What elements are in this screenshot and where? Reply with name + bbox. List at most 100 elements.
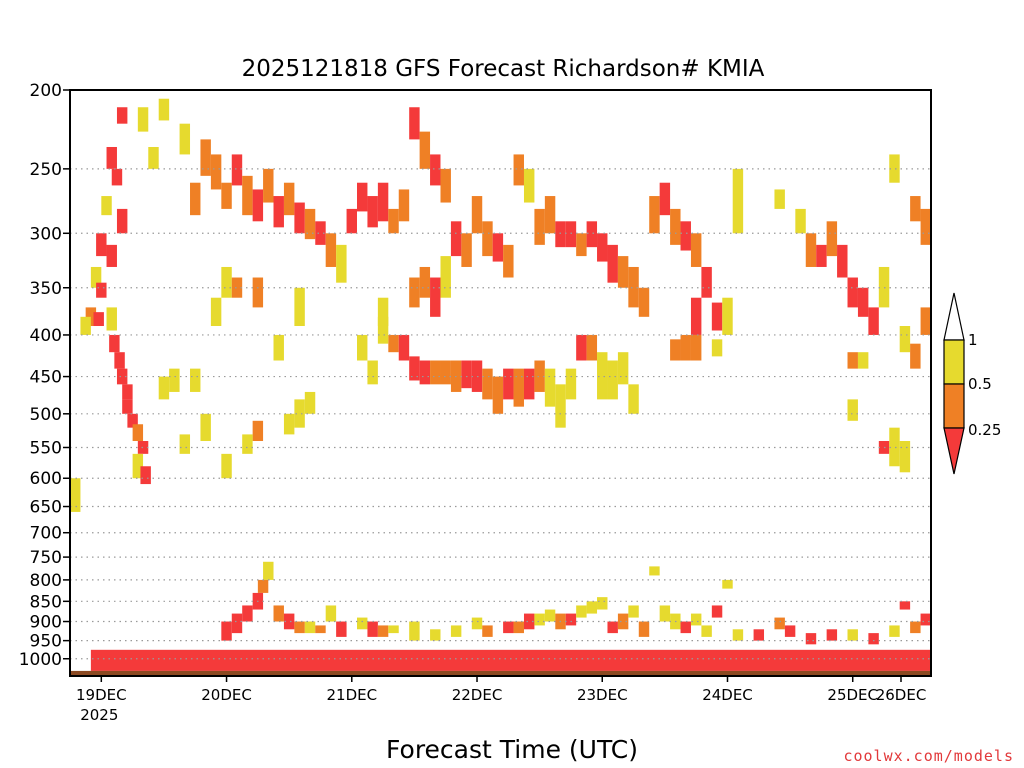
heatmap-cell <box>847 629 858 641</box>
heatmap-cell <box>597 233 608 262</box>
heatmap-cell <box>555 384 566 428</box>
heatmap-cell <box>597 352 608 400</box>
x-tick-year: 2025 <box>80 706 118 724</box>
heatmap-cell <box>576 605 587 618</box>
y-tick-label: 850 <box>30 592 62 612</box>
heatmap-cell <box>701 266 712 298</box>
heatmap-cell <box>649 566 660 576</box>
heatmap-cell <box>544 368 556 407</box>
heatmap-cell <box>847 277 858 308</box>
heatmap-cell <box>701 625 712 637</box>
heatmap-cell <box>576 233 587 257</box>
heatmap-cell <box>294 399 305 428</box>
heatmap-cell <box>90 266 102 288</box>
y-tick-label: 900 <box>30 613 62 633</box>
heatmap-cell <box>93 312 104 327</box>
heatmap-cell <box>122 384 133 400</box>
heatmap-cell <box>784 625 796 637</box>
heatmap-cell <box>544 609 556 622</box>
heatmap-cell <box>388 334 399 353</box>
heatmap-cell <box>409 621 420 641</box>
heatmap-cell <box>430 360 441 385</box>
y-tick-label: 650 <box>30 498 62 518</box>
heatmap-cell <box>523 368 535 400</box>
heatmap-cell <box>242 175 253 216</box>
heatmap-cell <box>899 441 911 473</box>
heatmap-cell <box>70 478 81 512</box>
heatmap-cell <box>920 613 931 626</box>
heatmap-cell <box>304 391 316 414</box>
heatmap-cell <box>148 146 159 169</box>
heatmap-cell <box>283 182 295 216</box>
heatmap-cell <box>555 221 566 248</box>
heatmap-cell <box>106 244 117 267</box>
y-tick-label: 250 <box>30 160 62 180</box>
x-tick-label: 21DEC <box>326 686 377 704</box>
heatmap-cell <box>450 625 462 637</box>
heatmap-cell <box>336 244 347 283</box>
heatmap-cell <box>122 399 133 414</box>
heatmap-cell <box>534 613 545 626</box>
y-tick-label: 700 <box>30 524 62 544</box>
heatmap-cell <box>503 244 514 278</box>
heatmap-cell <box>116 368 128 385</box>
heatmap-cell <box>179 123 191 155</box>
heatmap-cell <box>419 360 431 385</box>
heatmap-cell <box>283 413 295 435</box>
heatmap-cell <box>565 221 577 248</box>
heatmap-cell <box>252 189 264 222</box>
heatmap-cell <box>336 621 347 637</box>
credit-link[interactable]: coolwx.com/models <box>843 747 1014 765</box>
heatmap-cell <box>617 613 629 630</box>
heatmap-cell <box>210 154 222 190</box>
y-tick-label: 600 <box>30 469 62 489</box>
heatmap-cell <box>85 307 97 327</box>
x-tick-label: 19DEC <box>76 686 127 704</box>
heatmap-cell <box>722 579 733 589</box>
heatmap-cell <box>690 334 702 361</box>
heatmap-cell <box>132 424 144 442</box>
heatmap-cell <box>513 621 524 634</box>
heatmap-cell <box>231 613 243 634</box>
x-tick-label: 22DEC <box>452 686 503 704</box>
heatmap-cell <box>597 597 608 610</box>
x-axis-ticks: 19DEC 2025 20DEC 21DEC 22DEC 23DEC 24DEC 25DEC2… <box>76 676 926 724</box>
heatmap-cell <box>114 352 125 369</box>
heatmap-cell <box>377 297 389 327</box>
heatmap-cell <box>565 368 577 400</box>
heatmap-cell <box>659 605 671 622</box>
heatmap-cell <box>617 352 629 385</box>
heatmap-cell <box>127 413 138 428</box>
heatmap-cell <box>430 154 441 186</box>
heatmap-cell <box>670 339 681 361</box>
heatmap-cell <box>252 420 264 442</box>
heatmap-cell <box>774 617 785 630</box>
heatmap-cell <box>377 625 389 637</box>
y-tick-label: 500 <box>30 405 62 425</box>
heatmap-cell <box>409 277 420 308</box>
heatmap-cell <box>263 168 274 203</box>
heatmap-cell <box>158 98 170 121</box>
heatmap-cell <box>753 629 765 641</box>
heatmap-cell <box>210 297 222 327</box>
plot-frame <box>69 89 932 677</box>
heatmap-cell <box>367 360 378 385</box>
heatmap-cell <box>544 196 556 234</box>
heatmap-cell <box>659 182 671 216</box>
heatmap-cell <box>690 233 702 267</box>
heatmap-cell <box>96 282 107 298</box>
heatmap-cell <box>837 244 848 278</box>
heatmap-cell <box>857 352 869 369</box>
heatmap-cell <box>826 221 838 257</box>
x-tick-label: 23DEC <box>577 686 628 704</box>
colorbar-segment <box>943 383 965 429</box>
heatmap-cell <box>137 107 149 132</box>
heatmap-cell <box>294 202 305 234</box>
heatmap-cell <box>101 196 112 216</box>
y-tick-label: 450 <box>30 368 62 388</box>
heatmap-cell <box>377 316 389 344</box>
heatmap-cell <box>190 182 201 216</box>
heatmap-cell <box>116 208 128 234</box>
heatmap-cell <box>169 368 180 392</box>
heatmap-cell <box>899 601 911 610</box>
